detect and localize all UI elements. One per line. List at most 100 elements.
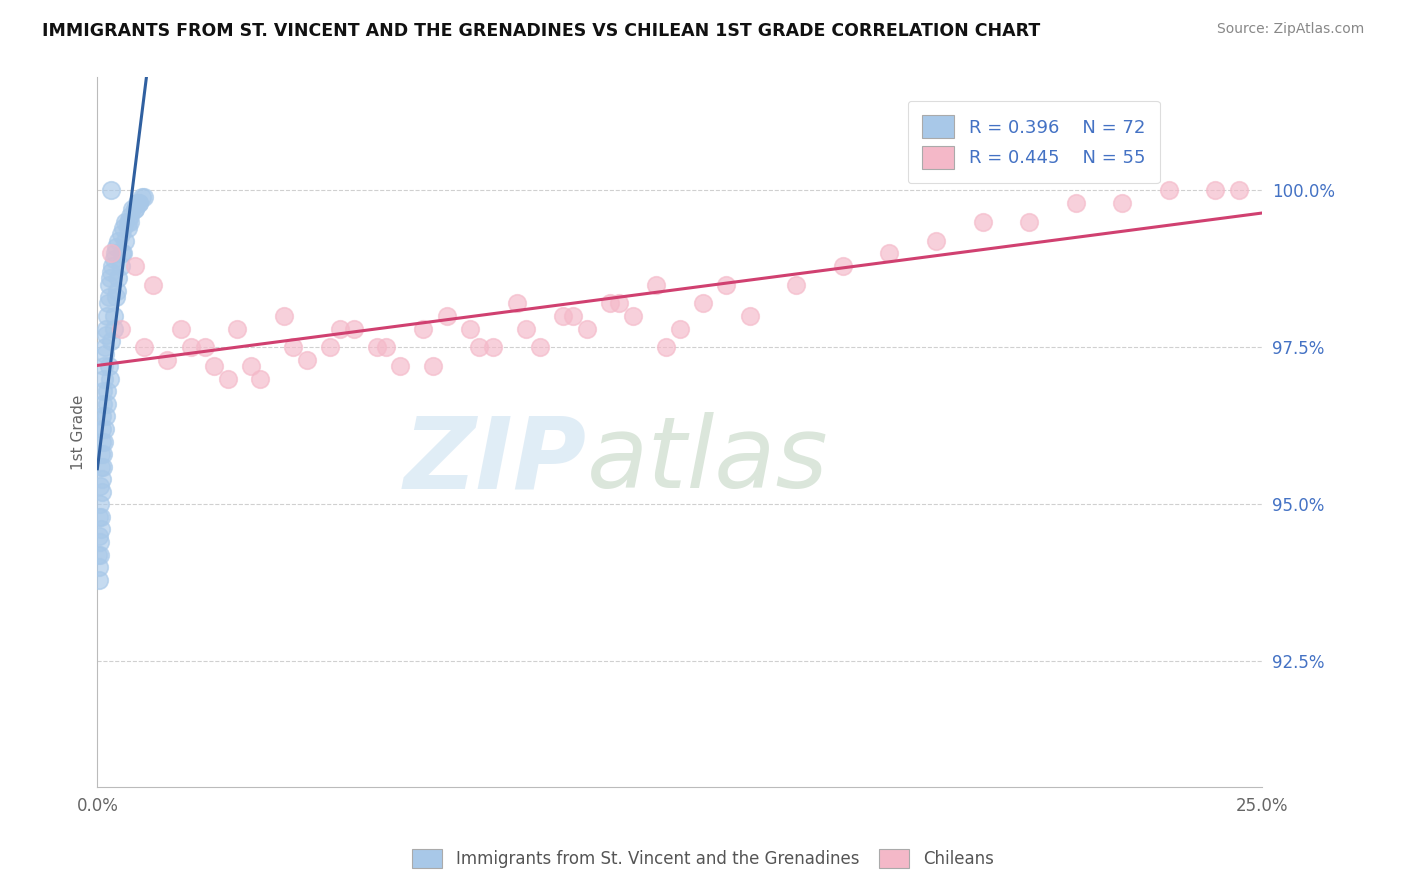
Point bbox=[100, 265, 122, 279]
Point bbox=[645, 277, 668, 292]
Point bbox=[89, 497, 111, 511]
Point bbox=[599, 296, 621, 310]
Point bbox=[103, 321, 125, 335]
Point bbox=[124, 202, 146, 217]
Point bbox=[100, 334, 122, 348]
Point bbox=[281, 340, 304, 354]
Point bbox=[97, 296, 120, 310]
Point bbox=[412, 321, 434, 335]
Point bbox=[90, 434, 112, 449]
Point bbox=[1064, 196, 1087, 211]
Point bbox=[342, 321, 364, 335]
Point bbox=[89, 535, 111, 549]
Point bbox=[505, 296, 527, 310]
Point bbox=[132, 190, 155, 204]
Point bbox=[91, 397, 114, 411]
Point bbox=[170, 321, 193, 335]
Point bbox=[96, 384, 118, 399]
Point bbox=[117, 215, 139, 229]
Point bbox=[193, 340, 215, 354]
Point bbox=[97, 290, 120, 304]
Point bbox=[273, 309, 295, 323]
Point bbox=[1204, 183, 1226, 197]
Point bbox=[785, 277, 807, 292]
Text: Source: ZipAtlas.com: Source: ZipAtlas.com bbox=[1216, 22, 1364, 37]
Point bbox=[1157, 183, 1180, 197]
Point bbox=[87, 573, 110, 587]
Point bbox=[118, 209, 141, 223]
Point bbox=[1227, 183, 1250, 197]
Point bbox=[101, 259, 124, 273]
Point bbox=[217, 372, 239, 386]
Point bbox=[925, 234, 948, 248]
Point bbox=[91, 484, 114, 499]
Point bbox=[110, 246, 132, 260]
Text: ZIP: ZIP bbox=[404, 412, 586, 509]
Point bbox=[226, 321, 249, 335]
Point bbox=[607, 296, 630, 310]
Point bbox=[389, 359, 412, 374]
Point bbox=[93, 359, 115, 374]
Point bbox=[121, 202, 143, 217]
Point bbox=[93, 434, 115, 449]
Point bbox=[529, 340, 551, 354]
Point bbox=[668, 321, 690, 335]
Point bbox=[295, 353, 318, 368]
Point bbox=[366, 340, 388, 354]
Point bbox=[103, 252, 125, 267]
Point bbox=[249, 372, 271, 386]
Point bbox=[131, 190, 153, 204]
Point bbox=[87, 529, 110, 543]
Point bbox=[104, 290, 127, 304]
Point bbox=[94, 422, 117, 436]
Point bbox=[879, 246, 901, 260]
Point bbox=[110, 227, 132, 242]
Point bbox=[1018, 215, 1040, 229]
Point bbox=[111, 221, 134, 235]
Point bbox=[94, 346, 117, 360]
Point bbox=[458, 321, 481, 335]
Point bbox=[180, 340, 202, 354]
Point bbox=[89, 560, 111, 574]
Point bbox=[436, 309, 458, 323]
Point bbox=[90, 447, 112, 461]
Point bbox=[93, 372, 115, 386]
Point bbox=[114, 234, 136, 248]
Point bbox=[124, 202, 146, 217]
Point bbox=[93, 447, 115, 461]
Point bbox=[329, 321, 352, 335]
Point bbox=[515, 321, 537, 335]
Point bbox=[716, 277, 738, 292]
Point bbox=[105, 284, 128, 298]
Point bbox=[156, 353, 179, 368]
Point bbox=[142, 277, 165, 292]
Point bbox=[89, 478, 111, 492]
Point bbox=[654, 340, 676, 354]
Point bbox=[561, 309, 583, 323]
Point bbox=[98, 359, 121, 374]
Point bbox=[972, 215, 994, 229]
Point bbox=[107, 234, 129, 248]
Point bbox=[128, 196, 150, 211]
Point bbox=[240, 359, 263, 374]
Point bbox=[111, 246, 134, 260]
Point bbox=[103, 309, 125, 323]
Point bbox=[202, 359, 225, 374]
Point bbox=[93, 384, 115, 399]
Point bbox=[118, 215, 141, 229]
Point bbox=[91, 459, 114, 474]
Point bbox=[114, 215, 136, 229]
Point bbox=[90, 509, 112, 524]
Point bbox=[125, 196, 148, 211]
Point bbox=[91, 409, 114, 424]
Point bbox=[94, 340, 117, 354]
Point bbox=[128, 196, 150, 211]
Point bbox=[107, 271, 129, 285]
Legend: Immigrants from St. Vincent and the Grenadines, Chileans: Immigrants from St. Vincent and the Gren… bbox=[406, 842, 1000, 875]
Y-axis label: 1st Grade: 1st Grade bbox=[72, 394, 86, 470]
Point bbox=[100, 246, 122, 260]
Point bbox=[98, 277, 121, 292]
Point bbox=[692, 296, 714, 310]
Point bbox=[90, 523, 112, 537]
Point bbox=[375, 340, 398, 354]
